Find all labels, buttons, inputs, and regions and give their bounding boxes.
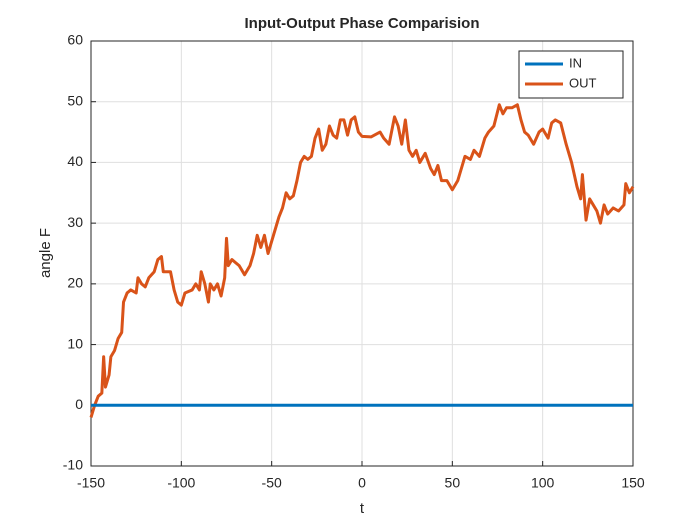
x-tick-label: 0 — [358, 475, 366, 491]
legend-label: IN — [569, 55, 582, 70]
y-tick-label: 40 — [67, 153, 83, 169]
axes-box — [90, 40, 634, 467]
x-tick-label: 150 — [621, 475, 645, 491]
y-axis-label: angle F — [37, 228, 54, 278]
y-tick-label: 30 — [67, 214, 83, 230]
x-axis-label: t — [360, 500, 365, 517]
legend-label: OUT — [569, 75, 597, 90]
y-tick-label: 0 — [75, 396, 83, 412]
x-tick-label: -50 — [262, 475, 282, 491]
legend-box — [518, 50, 624, 99]
data-line — [89, 103, 635, 418]
y-tick-label: 50 — [67, 92, 83, 108]
x-tick-label: 100 — [531, 475, 555, 491]
legend: IN OUT — [518, 50, 624, 99]
x-tick-label: 50 — [445, 475, 461, 491]
chart-title: Input-Output Phase Comparision — [245, 15, 480, 32]
x-tick-label: -150 — [77, 475, 105, 491]
y-tick-label: 60 — [67, 32, 83, 48]
y-tick-label: -10 — [63, 457, 83, 473]
y-tick-label: 10 — [67, 335, 83, 351]
x-tick-label: -100 — [167, 475, 195, 491]
y-tick-label: 20 — [67, 275, 83, 291]
